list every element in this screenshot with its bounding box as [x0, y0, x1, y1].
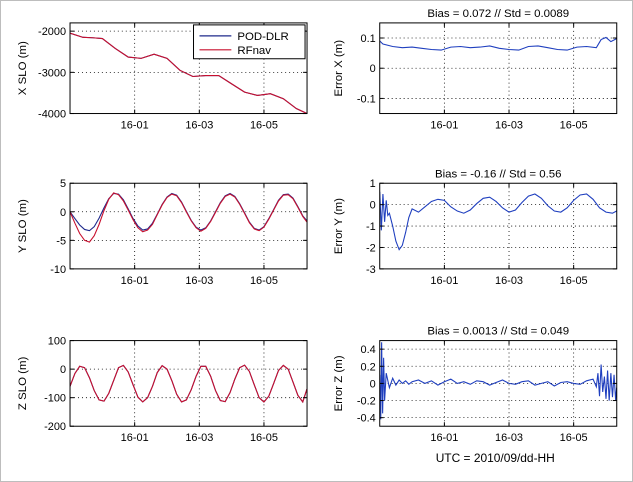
y-tick-label: -2 — [366, 242, 376, 254]
y-axis-label: Error Y (m) — [333, 198, 345, 254]
x-tick-label: 16-03 — [185, 275, 213, 287]
x-tick-label: 16-03 — [495, 119, 523, 131]
x-tick-label: 16-03 — [185, 432, 213, 444]
bottom-xlabel: UTC = 2010/09/dd-HH — [436, 451, 555, 465]
y-tick-label: 0.1 — [361, 33, 376, 45]
y-tick-label: -2000 — [38, 26, 66, 38]
x-tick-label: 16-05 — [250, 432, 278, 444]
y-axis-label: Z SLO (m) — [17, 357, 29, 411]
x-tick-label: 16-05 — [560, 432, 588, 444]
x-tick-label: 16-01 — [430, 119, 458, 131]
y-tick-label: 0 — [60, 364, 66, 376]
subplot-err-x: -0.1 0 0.1 16-01 16-03 16-05 Error X (m) Bias =… — [333, 8, 618, 131]
subplot-x-slo: -4000 -3000 -2000 16-01 16-03 16-05 X SLO (m) P… — [17, 22, 308, 131]
y-tick-label: 0 — [60, 207, 66, 219]
series-line-RFnav — [70, 192, 308, 243]
series-line-error — [379, 191, 617, 251]
y-axis-label: Error Z (m) — [333, 355, 345, 411]
subplot-title: Bias = 0.072 // Std = 0.0089 — [427, 8, 569, 20]
x-tick-label: 16-01 — [430, 275, 458, 287]
y-tick-label: -3 — [366, 264, 376, 276]
y-tick-label: -200 — [44, 421, 66, 433]
subplot-err-y: -3 -2 -1 0 1 16-01 16-03 16-05 Error Y (m) Bias =… — [333, 168, 618, 287]
x-tick-label: 16-01 — [430, 432, 458, 444]
x-tick-label: 16-01 — [121, 275, 149, 287]
x-tick-label: 16-05 — [560, 119, 588, 131]
y-axis-label: X SLO (m) — [17, 41, 29, 95]
plot-area — [379, 22, 617, 114]
x-tick-label: 16-03 — [495, 432, 523, 444]
x-tick-label: 16-05 — [250, 275, 278, 287]
plot-area — [70, 183, 308, 269]
series-line-RFnav — [70, 32, 308, 114]
axes-frame — [69, 22, 308, 115]
plot-area — [379, 183, 617, 269]
x-tick-label: 16-03 — [495, 275, 523, 287]
x-tick-label: 16-03 — [185, 119, 213, 131]
plot-area — [70, 340, 308, 427]
y-tick-label: 100 — [48, 336, 66, 348]
series-line-error — [379, 36, 617, 51]
subplot-title: Bias = 0.0013 // Std = 0.049 — [427, 326, 569, 338]
x-tick-label: 16-01 — [121, 119, 149, 131]
series-line-RFnav — [70, 364, 308, 404]
y-tick-label: -1 — [366, 221, 376, 233]
y-tick-label: 5 — [60, 178, 66, 190]
x-tick-label: 16-01 — [121, 432, 149, 444]
y-tick-label: 0 — [370, 378, 376, 390]
y-tick-label: -100 — [44, 393, 66, 405]
y-tick-label: 0 — [370, 200, 376, 212]
x-tick-label: 16-05 — [560, 275, 588, 287]
x-tick-label: 16-05 — [250, 119, 278, 131]
y-tick-label: -3000 — [38, 67, 66, 79]
axes-frame — [69, 182, 308, 270]
y-tick-label: 0.4 — [361, 344, 376, 356]
y-tick-label: -0.1 — [357, 93, 376, 105]
subplot-err-z: -0.4 -0.2 0 0.2 0.4 16-01 16-03 16-05 Error Z (m… — [333, 326, 618, 444]
legend-box — [193, 24, 306, 60]
y-tick-label: -0.2 — [357, 396, 376, 408]
subplot-title: Bias = -0.16 // Std = 0.56 — [435, 168, 562, 180]
y-axis-label: Error X (m) — [333, 40, 345, 97]
subplot-y-slo: -10 -5 0 5 16-01 16-03 16-05 Y SLO (m) — [17, 178, 308, 287]
legend-label: RFnav — [237, 45, 271, 57]
legend: POD-DLR RFnav — [193, 24, 306, 60]
axes-frame — [69, 340, 308, 427]
y-tick-label: 0 — [370, 63, 376, 75]
y-tick-label: -0.4 — [357, 413, 376, 425]
legend-label: POD-DLR — [237, 31, 288, 43]
subplot-z-slo: -200 -100 0 100 16-01 16-03 16-05 Z SLO (m) — [17, 336, 308, 444]
y-tick-label: 0.2 — [361, 361, 376, 373]
y-tick-label: -5 — [56, 235, 66, 247]
y-tick-label: 1 — [370, 178, 376, 190]
y-tick-label: -4000 — [38, 109, 66, 121]
series-line-error — [379, 342, 617, 420]
y-axis-label: Y SLO (m) — [17, 199, 29, 253]
y-tick-label: -10 — [50, 264, 66, 276]
